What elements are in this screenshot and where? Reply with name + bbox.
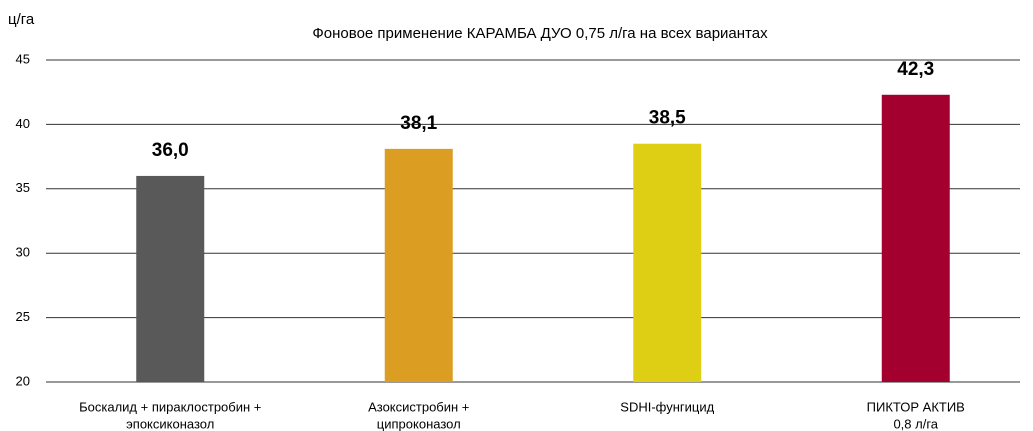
- x-tick-label: эпоксиконазол: [126, 416, 214, 431]
- x-tick-label: ципроконазол: [377, 416, 461, 431]
- y-tick-label: 40: [16, 116, 30, 131]
- x-tick-label: 0,8 л/га: [893, 416, 938, 431]
- y-tick-label: 35: [16, 180, 30, 195]
- bar: [881, 94, 950, 382]
- value-label: 38,1: [400, 113, 437, 134]
- bar: [136, 175, 205, 382]
- y-tick-label: 25: [16, 309, 30, 324]
- x-tick-label: SDHI-фунгицид: [620, 399, 714, 414]
- x-tick-label: ПИКТОР АКТИВ: [867, 399, 965, 414]
- bar: [633, 143, 702, 382]
- x-tick-label: Боскалид + пираклостробин +: [79, 399, 261, 414]
- y-axis-label: ц/га: [8, 11, 35, 28]
- value-label: 36,0: [152, 140, 189, 161]
- y-tick-label: 20: [16, 373, 30, 388]
- value-label: 38,5: [649, 108, 686, 129]
- chart-title: Фоновое применение КАРАМБА ДУО 0,75 л/га…: [312, 25, 768, 42]
- bar: [384, 148, 453, 382]
- y-tick-label: 45: [16, 51, 30, 66]
- x-tick-label: Азоксистробин +: [368, 399, 469, 414]
- y-tick-label: 30: [16, 245, 30, 260]
- value-label: 42,3: [897, 59, 934, 80]
